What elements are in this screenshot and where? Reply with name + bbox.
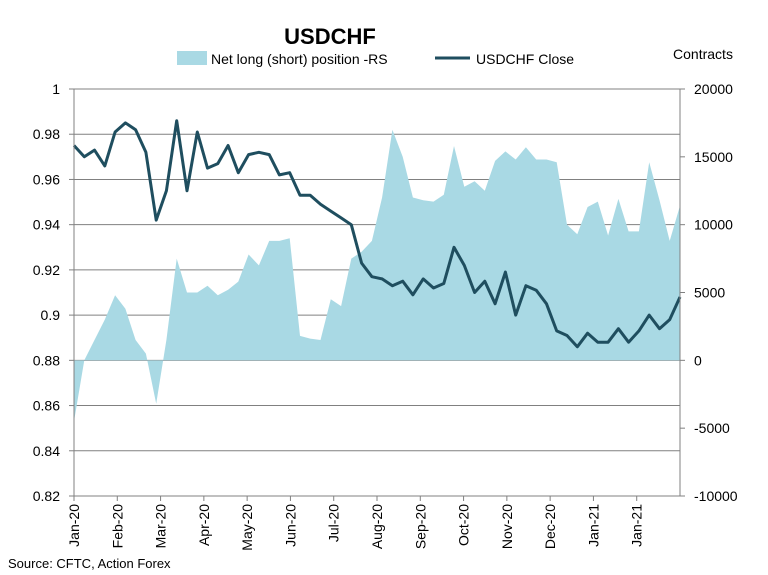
right-tick-label: 5000 <box>694 285 725 301</box>
axes <box>69 88 685 501</box>
legend-label-line: USDCHF Close <box>476 51 574 67</box>
right-tick-label: 0 <box>694 352 702 368</box>
left-tick-label: 1 <box>52 81 60 97</box>
x-tick-label: Mar-20 <box>153 504 169 549</box>
x-tick-label: Apr-20 <box>196 504 212 546</box>
left-tick-label: 0.98 <box>33 126 60 142</box>
x-tick-label: Jul-20 <box>326 504 342 542</box>
x-tick-label: Jan-21 <box>629 504 645 547</box>
right-tick-label: -10000 <box>694 488 738 504</box>
source-note: Source: CFTC, Action Forex <box>8 556 171 571</box>
left-tick-label: 0.94 <box>33 217 60 233</box>
left-tick-label: 0.84 <box>33 443 60 459</box>
right-tick-label: 20000 <box>694 81 733 97</box>
series-line-usdchf-close <box>72 119 682 349</box>
left-tick-label: 0.96 <box>33 171 60 187</box>
x-tick-label: Feb-20 <box>109 504 125 549</box>
x-tick-label: Nov-20 <box>499 504 515 549</box>
x-tick-label: Aug-20 <box>369 504 385 549</box>
x-tick-label: Oct-20 <box>456 504 472 546</box>
left-tick-label: 0.88 <box>33 352 60 368</box>
x-tick-label: Dec-20 <box>542 504 558 549</box>
right-axis-tick-labels: -10000 -5000 0 5000 10000 15000 20000 <box>694 81 738 504</box>
x-tick-label: May-20 <box>239 504 255 551</box>
right-axis-title: Contracts <box>673 46 733 62</box>
left-tick-label: 0.92 <box>33 262 60 278</box>
series-area-net-position <box>74 129 680 422</box>
legend-swatch-area <box>177 51 207 65</box>
left-axis-tick-labels: 0.82 0.84 0.86 0.88 0.9 0.92 0.94 0.96 0.98 1 <box>33 81 60 504</box>
x-tick-label: Jan-21 <box>585 504 601 547</box>
legend: Net long (short) position -RS USDCHF Clo… <box>177 51 574 67</box>
x-tick-label: Jan-20 <box>66 504 82 547</box>
left-tick-label: 0.9 <box>41 307 61 323</box>
legend-label-area: Net long (short) position -RS <box>211 51 388 67</box>
right-tick-label: -5000 <box>694 420 730 436</box>
x-tick-label: Sep-20 <box>412 504 428 549</box>
x-tick-label: Jun-20 <box>282 504 298 547</box>
right-tick-label: 15000 <box>694 149 733 165</box>
x-axis-tick-labels: Jan-20 Feb-20 Mar-20 Apr-20 May-20 Jun-20 Jul-… <box>66 504 645 551</box>
right-tick-label: 10000 <box>694 217 733 233</box>
chart-title: USDCHF <box>284 24 376 49</box>
left-tick-label: 0.82 <box>33 488 60 504</box>
left-tick-label: 0.86 <box>33 398 60 414</box>
